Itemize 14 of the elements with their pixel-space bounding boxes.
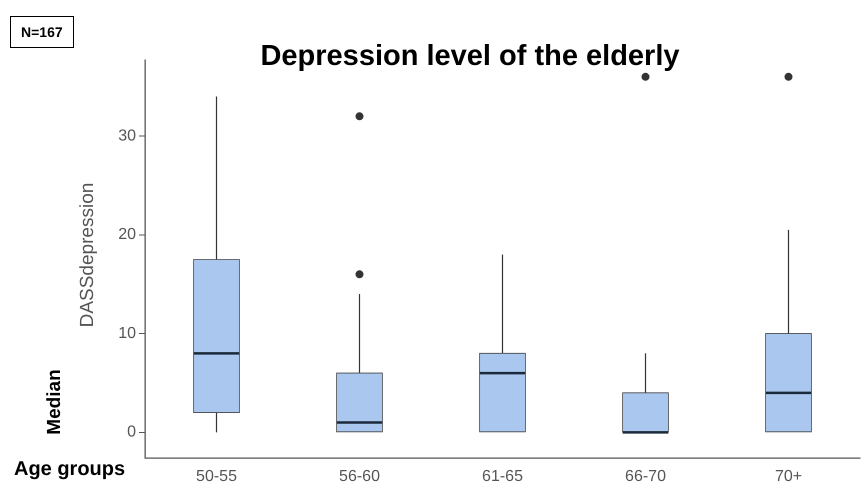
y-tick-label: 20 xyxy=(118,226,136,244)
x-tick-label: 70+ xyxy=(774,468,802,486)
y-tick-label: 10 xyxy=(118,324,136,342)
y-axis-title: DASSdepression xyxy=(77,182,98,328)
x-tick-label: 66-70 xyxy=(625,468,666,486)
x-tick-label: 61-65 xyxy=(482,468,524,486)
x-tick-label: 50-55 xyxy=(196,468,238,486)
text: Median xyxy=(44,369,66,435)
text: N=167 xyxy=(10,16,74,48)
y-tick-label: 0 xyxy=(127,424,136,441)
chart-title: Depression level of the elderly xyxy=(260,40,680,72)
x-tick-label: 56-60 xyxy=(339,468,380,486)
y-tick-label: 30 xyxy=(118,127,136,144)
text: Age groups xyxy=(14,458,126,481)
